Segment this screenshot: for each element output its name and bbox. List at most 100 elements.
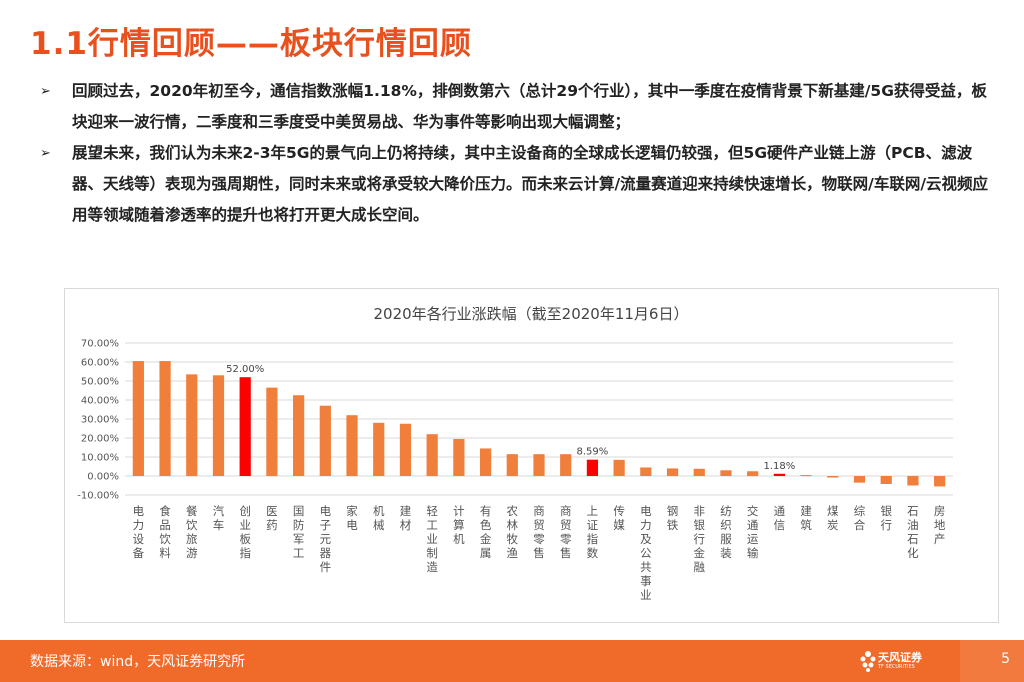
x-tick-label-char: 交 bbox=[747, 504, 759, 518]
x-tick-label-char: 上 bbox=[587, 504, 599, 518]
page-number: 5 bbox=[1001, 651, 1010, 667]
x-tick-label-char: 行 bbox=[694, 532, 706, 546]
x-tick-label-char: 游 bbox=[186, 546, 198, 560]
x-tick-label-char: 电 bbox=[346, 518, 358, 532]
x-tick-label-char: 行 bbox=[880, 518, 892, 532]
x-tick-label-char: 旅 bbox=[186, 532, 198, 546]
bar-11 bbox=[426, 434, 438, 476]
x-tick-label-char: 油 bbox=[907, 518, 919, 532]
logo-flower-icon bbox=[860, 651, 876, 672]
bar-20 bbox=[666, 468, 679, 476]
x-tick-label-char: 指 bbox=[587, 532, 599, 546]
x-tick-label-char: 力 bbox=[133, 518, 145, 532]
x-tick-label-char: 服 bbox=[720, 532, 732, 546]
x-tick-label-char: 工 bbox=[426, 518, 438, 532]
x-tick-label-char: 创 bbox=[239, 504, 251, 518]
x-tick-label-char: 运 bbox=[747, 532, 759, 546]
bullet-text: 我们认为未来2-3年5G的景气向上仍将持续，其中主设备商的全球成长逻辑仍较强，但… bbox=[72, 144, 988, 224]
x-tick-label-char: 算 bbox=[453, 518, 465, 532]
x-tick-label-char: 餐 bbox=[186, 504, 198, 518]
logo-subtext: TF SECURITIES bbox=[878, 664, 915, 670]
page-title: 1.1行情回顾——板块行情回顾 bbox=[30, 26, 472, 62]
x-tick-label-char: 饮 bbox=[186, 518, 198, 532]
x-tick-label-char: 电 bbox=[320, 504, 332, 518]
bar-28 bbox=[880, 476, 892, 484]
x-tick-label-char: 军 bbox=[293, 532, 305, 546]
y-tick-label: 50.00% bbox=[81, 377, 119, 388]
bullet-review: ➢ 回顾过去，2020年初至今，通信指数涨幅1.18%，排倒数第六（总计29个行… bbox=[40, 76, 995, 138]
bar-12 bbox=[453, 438, 465, 476]
x-tick-label-char: 综 bbox=[854, 504, 866, 518]
x-tick-label-char: 房 bbox=[934, 504, 946, 518]
x-tick-label-char: 商 bbox=[533, 504, 545, 518]
x-tick-label-char: 商 bbox=[560, 504, 572, 518]
bar-6 bbox=[293, 395, 305, 476]
x-tick-label-char: 零 bbox=[560, 532, 572, 546]
x-tick-label-char: 家 bbox=[346, 504, 358, 518]
x-tick-label-char: 织 bbox=[720, 518, 732, 532]
chart-title: 2020年各行业涨跌幅（截至2020年11月6日） bbox=[374, 305, 689, 323]
bar-17 bbox=[586, 459, 599, 476]
x-tick-label-char: 电 bbox=[133, 504, 145, 518]
x-tick-label-char: 料 bbox=[159, 546, 171, 560]
x-tick-label-char: 信 bbox=[774, 518, 786, 532]
x-tick-label-char: 铁 bbox=[667, 518, 679, 532]
x-tick-label-char: 建 bbox=[800, 504, 812, 518]
x-tick-label-char: 防 bbox=[293, 518, 305, 532]
x-tick-label-char: 元 bbox=[320, 532, 332, 546]
x-tick-label-char: 械 bbox=[373, 518, 385, 532]
x-tick-label-char: 融 bbox=[694, 560, 706, 574]
x-tick-label-char: 及 bbox=[640, 532, 652, 546]
x-tick-label-char: 输 bbox=[747, 546, 759, 560]
x-tick-label-char: 公 bbox=[640, 546, 652, 560]
x-tick-label-char: 共 bbox=[640, 560, 652, 574]
x-tick-label-char: 石 bbox=[907, 504, 919, 518]
bar-30 bbox=[934, 476, 946, 487]
x-tick-label-char: 通 bbox=[747, 518, 759, 532]
x-tick-label-char: 器 bbox=[320, 546, 332, 560]
x-tick-label-char: 制 bbox=[426, 546, 438, 560]
x-tick-label-char: 金 bbox=[480, 532, 492, 546]
x-tick-label-char: 设 bbox=[133, 532, 145, 546]
x-tick-label-char: 装 bbox=[720, 546, 732, 560]
x-tick-label-char: 合 bbox=[854, 518, 866, 532]
x-tick-label-char: 炭 bbox=[827, 518, 839, 532]
x-tick-label-char: 指 bbox=[239, 546, 251, 560]
x-tick-label-char: 子 bbox=[320, 518, 332, 532]
x-tick-label-char: 药 bbox=[266, 518, 278, 532]
bullet-lead: 回顾过去， bbox=[72, 82, 150, 100]
arrow-bullet-icon: ➢ bbox=[40, 146, 51, 161]
x-tick-label-char: 产 bbox=[934, 532, 946, 546]
x-tick-label-char: 食 bbox=[159, 504, 171, 518]
x-tick-label-char: 事 bbox=[640, 574, 652, 588]
x-tick-label-char: 板 bbox=[239, 532, 251, 546]
x-tick-label-char: 零 bbox=[533, 532, 545, 546]
x-tick-label-char: 品 bbox=[159, 518, 171, 532]
bar-3 bbox=[212, 375, 225, 476]
bar-9 bbox=[373, 422, 385, 476]
x-tick-label-char: 业 bbox=[239, 518, 251, 532]
x-tick-label-char: 业 bbox=[426, 532, 438, 546]
x-tick-label-char: 力 bbox=[640, 518, 652, 532]
y-tick-label: 40.00% bbox=[81, 396, 119, 407]
x-tick-label-char: 银 bbox=[694, 518, 706, 532]
chart-svg: 2020年各行业涨跌幅（截至2020年11月6日） 70.00% 60.00% 50… bbox=[77, 305, 953, 602]
x-tick-label-char: 造 bbox=[426, 560, 438, 574]
x-tick-label-char: 有 bbox=[480, 504, 492, 518]
bar-10 bbox=[399, 423, 412, 476]
bar-24 bbox=[773, 473, 785, 476]
x-tick-label-char: 贸 bbox=[560, 518, 572, 532]
bullet-outlook: ➢ 展望未来，我们认为未来2-3年5G的景气向上仍将持续，其中主设备商的全球成长… bbox=[40, 138, 995, 231]
x-tick-label-char: 件 bbox=[320, 560, 332, 574]
x-tick-label-char: 计 bbox=[453, 504, 465, 518]
bar-5 bbox=[266, 387, 278, 476]
y-tick-label: 10.00% bbox=[81, 453, 119, 464]
x-tick-label-char: 机 bbox=[373, 504, 385, 518]
x-tick-label-char: 售 bbox=[560, 546, 572, 560]
x-tick-label-char: 业 bbox=[640, 588, 652, 602]
x-tick-label-char: 通 bbox=[774, 504, 786, 518]
logo-text: 天风证券 bbox=[878, 651, 922, 664]
x-tick-label-char: 林 bbox=[507, 518, 519, 532]
x-tick-label-char: 银 bbox=[880, 504, 892, 518]
bar-8 bbox=[346, 415, 358, 476]
